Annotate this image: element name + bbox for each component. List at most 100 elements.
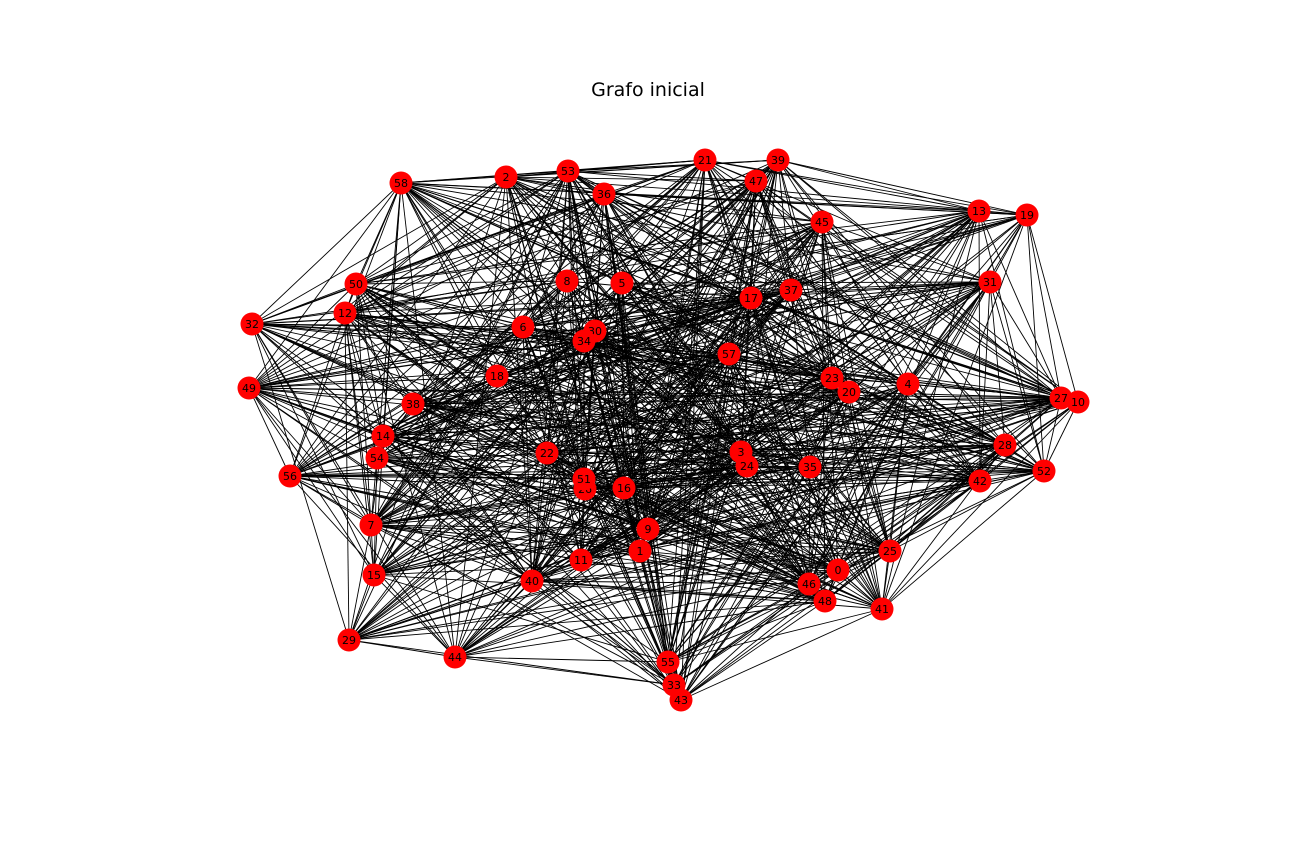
graph-edge (412, 377, 833, 405)
graph-edge (978, 210, 1062, 399)
node-circle (569, 548, 593, 572)
graph-edge (370, 326, 524, 526)
graph-edge (728, 289, 792, 355)
node-label: 55 (661, 656, 675, 669)
graph-edge (248, 182, 402, 389)
graph-edge (355, 283, 891, 552)
graph-edge (370, 488, 586, 526)
graph-edge (594, 330, 1062, 399)
graph-edge (251, 323, 1062, 399)
graph-node-51: 51 (572, 467, 596, 491)
graph-node-38: 38 (401, 392, 425, 416)
graph-edge (603, 193, 1045, 472)
graph-edge (603, 193, 826, 602)
graph-node-57: 57 (717, 342, 741, 366)
graph-edge (594, 214, 1028, 332)
graph-edge (289, 475, 883, 610)
graph-edge (400, 182, 498, 377)
node-circle (744, 169, 768, 193)
graph-edge (740, 451, 1045, 472)
graph-edge (355, 283, 742, 453)
graph-edge (566, 280, 1006, 446)
node-label: 48 (818, 595, 832, 608)
graph-node-45: 45 (810, 210, 834, 234)
graph-edge (348, 281, 991, 641)
graph-edge (348, 330, 596, 641)
graph-edge (412, 403, 1006, 446)
graph-edge (647, 397, 1062, 530)
node-circle (443, 645, 467, 669)
graph-edge (704, 159, 826, 602)
graph-edge (531, 170, 569, 582)
node-circle (240, 312, 264, 336)
graph-edge (639, 465, 748, 552)
graph-edge (667, 180, 757, 663)
graph-edge (344, 176, 507, 314)
graph-edge (376, 444, 1006, 459)
graph-edge (344, 289, 792, 314)
graph-edge (680, 210, 980, 701)
graph-edge (251, 176, 507, 325)
graph-edge (248, 283, 357, 389)
graph-edge (251, 280, 568, 325)
graph-edge (1043, 401, 1079, 472)
graph-edge (583, 340, 669, 663)
graph-node-19: 19 (1015, 203, 1039, 227)
node-circle (739, 286, 763, 310)
graph-edge (583, 397, 1062, 480)
graph-edge (546, 452, 675, 686)
graph-edge (580, 353, 730, 561)
graph-edge (248, 330, 596, 389)
graph-edge (454, 656, 675, 686)
graph-edge (248, 387, 378, 459)
node-circle (870, 597, 894, 621)
node-label: 22 (540, 447, 554, 460)
graph-edge (248, 387, 826, 602)
graph-edge (355, 283, 384, 437)
graph-edge (567, 170, 669, 663)
node-circle (511, 315, 535, 339)
graph-edge (289, 170, 569, 477)
graph-edge (824, 480, 981, 602)
graph-node-32: 32 (240, 312, 264, 336)
graph-edge (594, 330, 833, 379)
graph-edge (621, 282, 669, 663)
graph-node-15: 15 (362, 563, 386, 587)
graph-node-14: 14 (371, 424, 395, 448)
graph-node-54: 54 (365, 446, 389, 470)
node-label: 14 (376, 430, 390, 443)
node-circle (401, 392, 425, 416)
graph-node-40: 40 (520, 569, 544, 593)
graph-edge (755, 180, 1062, 399)
graph-edge (777, 159, 1079, 403)
graph-edge (373, 488, 586, 576)
graph-edge (531, 340, 585, 582)
node-circle (896, 372, 920, 396)
graph-edge (881, 401, 1079, 610)
graph-edge (248, 387, 375, 576)
graph-edge (248, 340, 585, 389)
graph-edge (412, 289, 792, 405)
node-label: 1 (637, 545, 644, 558)
graph-edge (755, 180, 981, 482)
graph-edge (355, 283, 414, 405)
graph-edge (412, 391, 850, 405)
graph-edge (546, 170, 569, 454)
graph-edge (673, 353, 730, 686)
node-label: 36 (597, 188, 611, 201)
graph-node-31: 31 (978, 270, 1002, 294)
graph-edge (248, 387, 1045, 472)
graph-edge (809, 466, 981, 482)
graph-edge (567, 170, 1062, 399)
graph-edge (680, 480, 981, 701)
graph-edge (400, 182, 792, 291)
graph-edge (376, 210, 980, 459)
graph-edge (454, 580, 533, 658)
graph-edge (373, 574, 826, 602)
node-circle (572, 329, 596, 353)
node-circle (717, 342, 741, 366)
node-label: 3 (738, 446, 745, 459)
node-label: 29 (342, 634, 356, 647)
graph-edge (248, 387, 456, 658)
graph-node-56: 56 (278, 464, 302, 488)
